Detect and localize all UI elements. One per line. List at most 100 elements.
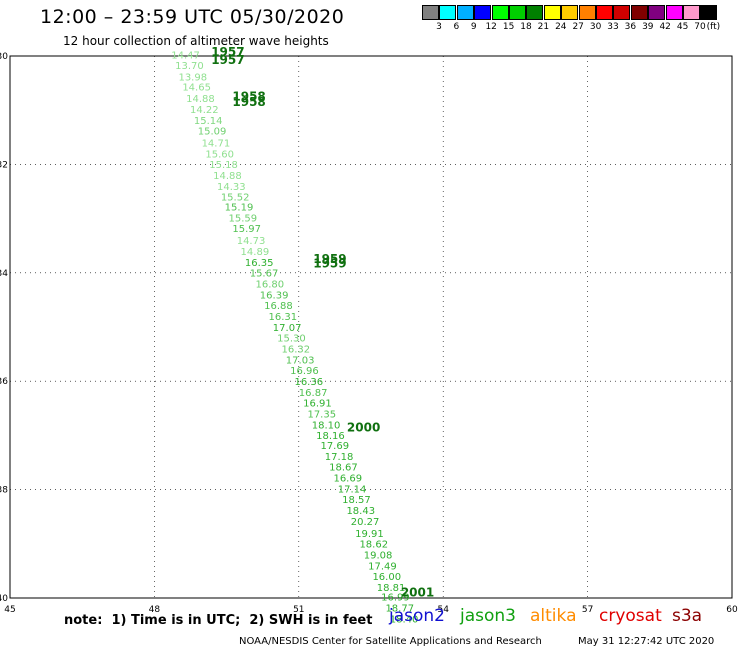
swh-value-label: 15.19: [225, 202, 254, 213]
swh-value-label: 18.43: [346, 506, 375, 517]
swh-value-label: 18.62: [359, 540, 388, 551]
scale-swatch: [700, 5, 718, 20]
scale-label: 21: [537, 22, 550, 32]
swh-value-label: 13.70: [175, 61, 204, 72]
scale-label: 42: [659, 22, 671, 32]
swh-value-label: 17.03: [286, 355, 315, 366]
scale-swatch: [648, 5, 666, 20]
scale-swatch: [474, 5, 492, 20]
swh-value-label: 15.30: [277, 334, 306, 345]
chart-tick-labels: 45 48 51 54 57 60 -30 -32 -34 -36 -38 -40: [0, 52, 738, 615]
time-label: 1958: [232, 95, 265, 109]
scale-swatch: [613, 5, 631, 20]
y-tick-label: -38: [0, 486, 8, 496]
y-tick-label: -34: [0, 269, 8, 279]
swh-value-label: 16.31: [268, 312, 297, 323]
swh-value-label: 20.27: [351, 517, 380, 528]
satellite-altika: altika: [530, 606, 577, 626]
page-subtitle: 12 hour collection of altimeter wave hei…: [63, 34, 329, 48]
scale-label: 70: [694, 22, 706, 32]
swh-value-label: 18.81: [377, 583, 406, 594]
swh-value-label: 15.67: [250, 269, 279, 280]
y-tick-label: -32: [0, 160, 8, 170]
scale-swatch: [422, 5, 439, 20]
scale-label: 12: [485, 22, 497, 32]
swh-value-label: 15.52: [221, 193, 250, 204]
chart-data-labels: 14.4713.7013.9814.6514.8814.2215.1415.09…: [171, 51, 418, 626]
scale-label: 15: [502, 22, 515, 32]
swh-value-label: 18.77: [385, 604, 414, 615]
satellite-cryosat: cryosat: [599, 606, 662, 626]
x-tick-label: 60: [726, 605, 738, 615]
swh-value-label: 17.07: [273, 323, 302, 334]
scale-label: 18: [520, 22, 532, 32]
chart-grid: [9, 55, 733, 599]
satellite-jason3: jason3: [460, 606, 516, 626]
swh-value-label: 18.10: [312, 420, 341, 431]
swh-value-label: 15.60: [205, 149, 234, 160]
scale-label: 6: [453, 22, 460, 32]
swh-value-label: 14.33: [217, 182, 246, 193]
swh-value-label: 14.89: [241, 247, 270, 258]
scale-unit: (ft): [706, 22, 721, 32]
swh-value-label: 19.91: [355, 529, 384, 540]
swh-value-label: 18.67: [329, 463, 358, 474]
swh-value-label: 16.39: [260, 290, 289, 301]
time-label: 1957: [211, 45, 244, 59]
swh-value-label: 14.88: [213, 171, 242, 182]
swh-value-label: 16.96: [290, 366, 319, 377]
time-label: 1959: [313, 256, 346, 270]
swh-value-label: 18.57: [342, 495, 371, 506]
swh-value-label: 16.80: [255, 279, 284, 290]
swh-value-label: 15.09: [198, 127, 227, 138]
time-label: 2000: [347, 421, 380, 435]
scale-label: 30: [589, 22, 602, 32]
x-tick-label: 51: [293, 605, 304, 615]
scale-swatch: [491, 5, 509, 20]
swh-value-label: 16.99: [381, 593, 410, 604]
scale-swatch: [561, 5, 579, 20]
scale-swatch: [509, 5, 526, 20]
scale-label: 3: [436, 22, 442, 32]
swh-value-label: 17.18: [325, 452, 354, 463]
scale-swatch: [456, 5, 474, 20]
swh-value-label: 17.69: [320, 441, 349, 452]
scale-label: 33: [607, 22, 619, 32]
swh-value-label: 14.65: [182, 83, 211, 94]
footer-note: note: 1) Time is in UTC; 2) SWH is in fe…: [64, 613, 373, 628]
swh-value-label: 16.91: [303, 399, 332, 410]
y-tick-label: -36: [0, 377, 8, 387]
swh-value-label: 16.87: [299, 388, 328, 399]
credit-text: NOAA/NESDIS Center for Satellite Applica…: [239, 636, 542, 647]
swh-value-label: 13.98: [178, 72, 207, 83]
scale-swatch: [543, 5, 561, 20]
scale-label: 45: [676, 22, 689, 32]
swh-value-label: 14.71: [202, 139, 231, 150]
time-label: 1957: [211, 53, 244, 67]
scale-label: 36: [624, 22, 637, 32]
swh-value-label: 14.88: [186, 94, 215, 105]
swh-value-label: 16.88: [264, 301, 293, 312]
swh-value-label: 14.22: [190, 105, 219, 116]
scale-swatch: [439, 5, 457, 20]
time-label: 2001: [401, 585, 434, 599]
swh-value-label: 14.47: [171, 51, 200, 62]
time-label: 1958: [232, 89, 265, 103]
scale-label: 9: [470, 22, 477, 32]
scale-swatch: [630, 5, 648, 20]
satellite-jason2: jason2: [389, 606, 445, 626]
x-tick-label: 57: [582, 605, 593, 615]
swh-value-label: 16.69: [333, 473, 362, 484]
scale-label: 24: [555, 22, 567, 32]
swh-value-label: 17.14: [338, 484, 367, 495]
swh-value-label: 16.32: [281, 344, 310, 355]
swh-value-label: 15.14: [194, 116, 223, 127]
x-tick-label: 54: [437, 605, 449, 615]
x-tick-label: 48: [149, 605, 161, 615]
swh-value-label: 14.73: [237, 236, 266, 247]
swh-value-label: 18.16: [316, 431, 345, 442]
swh-value-label: 16.36: [294, 377, 323, 388]
swh-value-label: 17.49: [368, 561, 397, 572]
